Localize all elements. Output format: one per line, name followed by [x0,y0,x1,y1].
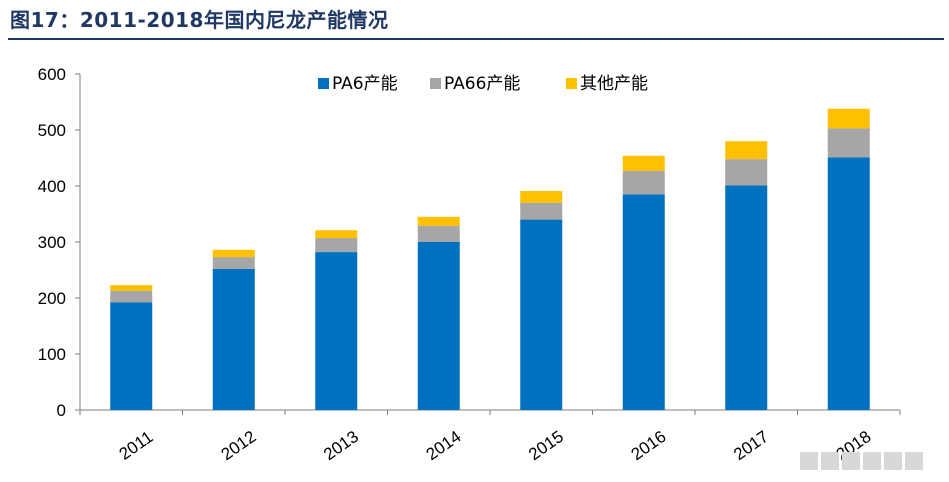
x-tick-label: 2011 [116,427,157,464]
bar-segment-其他产能-2018 [827,108,870,129]
bar-segment-PA66产能-2012 [212,257,255,269]
y-tick-label: 400 [38,177,66,196]
watermark [800,452,940,476]
y-tick-label: 0 [57,401,66,420]
legend-swatch-其他产能 [566,78,577,89]
bar-segment-其他产能-2017 [725,141,768,160]
bar-segment-PA6产能-2011 [110,302,153,410]
x-tick-label: 2013 [320,427,362,464]
y-tick-label: 600 [38,65,66,84]
legend-label-PA66产能: PA66产能 [444,74,520,94]
x-tick-label: 2012 [218,427,260,464]
bar-segment-PA66产能-2011 [110,290,153,303]
legend-swatch-PA6产能 [318,78,329,89]
bar-segment-PA66产能-2013 [315,238,358,253]
y-tick-label: 300 [38,233,66,252]
bar-segment-PA6产能-2014 [417,242,460,410]
bar-segment-其他产能-2012 [212,249,255,258]
bar-segment-PA6产能-2018 [827,157,870,410]
bars [110,108,870,410]
bar-segment-其他产能-2015 [520,191,563,203]
bar-segment-其他产能-2016 [622,155,665,171]
x-tick-label: 2015 [525,427,567,464]
y-tick-label: 100 [38,345,66,364]
legend: PA6产能 PA66产能 其他产能 [318,74,648,94]
legend-label-其他产能: 其他产能 [580,74,648,94]
bar-segment-PA6产能-2015 [520,219,563,410]
bar-segment-PA6产能-2017 [725,185,768,410]
x-tick-label: 2017 [730,427,772,464]
x-tick-label: 2016 [628,427,670,464]
bar-segment-其他产能-2014 [417,216,460,226]
y-tick-label: 200 [38,289,66,308]
page-title: 图17：2011-2018年国内尼龙产能情况 [10,8,389,32]
title-rule [8,38,944,40]
bar-segment-其他产能-2013 [315,230,358,239]
axes [75,73,901,415]
bar-segment-PA66产能-2017 [725,159,768,186]
legend-label-PA6产能: PA6产能 [332,74,398,94]
y-tick-label: 500 [38,121,66,140]
x-tick-label: 2014 [423,427,465,464]
bar-segment-PA6产能-2016 [622,194,665,410]
bar-segment-PA66产能-2016 [622,170,665,195]
bar-segment-PA66产能-2015 [520,202,563,220]
legend-swatch-PA66产能 [430,78,441,89]
bar-segment-其他产能-2011 [110,285,153,291]
bar-segment-PA6产能-2012 [212,268,255,410]
bar-segment-PA6产能-2013 [315,252,358,410]
bar-segment-PA66产能-2018 [827,128,870,158]
bar-segment-PA66产能-2014 [417,225,460,242]
